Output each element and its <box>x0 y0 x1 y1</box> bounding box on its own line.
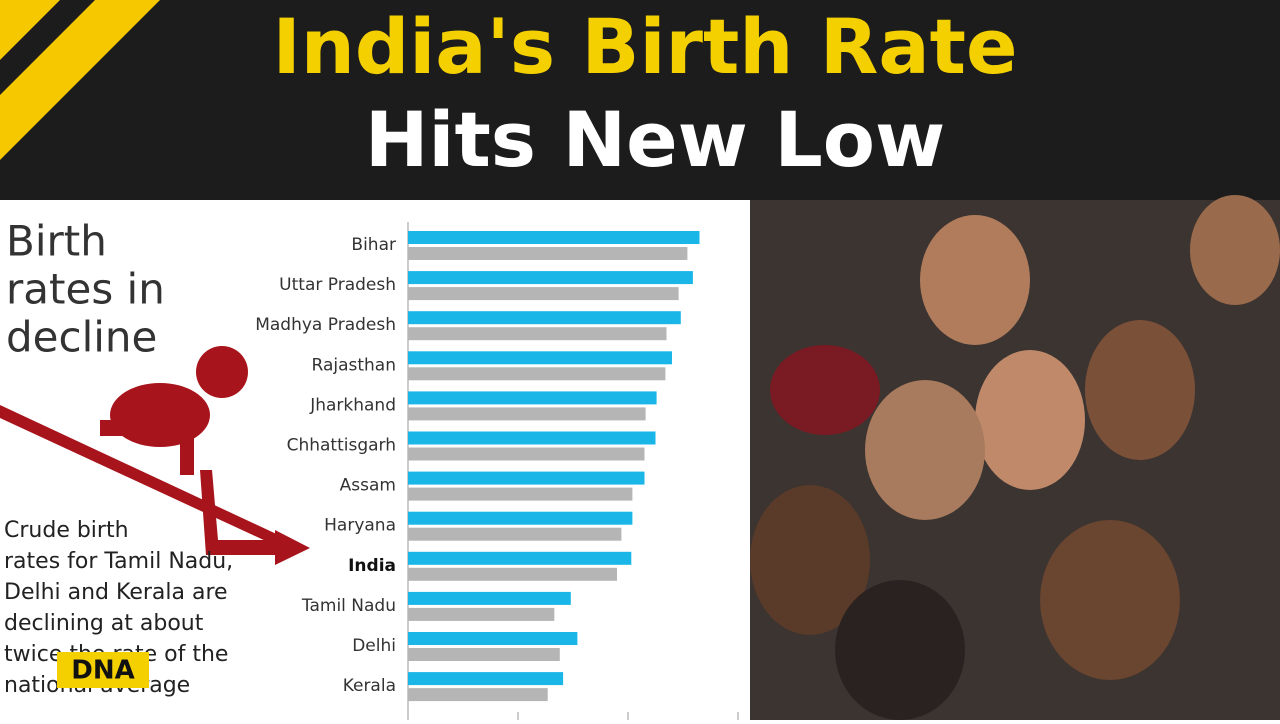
category-label: Kerala <box>343 676 396 696</box>
bar <box>408 327 667 341</box>
category-label: Madhya Pradesh <box>255 315 396 335</box>
bar <box>408 391 657 405</box>
bar <box>408 231 700 244</box>
bar <box>408 527 622 541</box>
headline: India's Birth Rate <box>272 2 1017 91</box>
bar <box>408 447 645 461</box>
bar <box>408 511 633 525</box>
bar <box>408 271 693 285</box>
category-label: Chhattisgarh <box>287 436 396 456</box>
annotation: Delhi and Kerala are <box>4 580 228 605</box>
category-label: Uttar Pradesh <box>279 275 396 295</box>
chart-title: Birth <box>6 217 107 266</box>
bar <box>408 551 632 565</box>
banner <box>0 0 1280 200</box>
chart-title: rates in <box>6 265 165 314</box>
bar <box>408 688 548 702</box>
bar <box>408 311 681 325</box>
stripe <box>0 0 60 60</box>
bar <box>408 407 646 421</box>
category-label: Haryana <box>324 516 396 536</box>
category-label: Bihar <box>351 235 396 255</box>
category-label: Assam <box>340 476 396 496</box>
logo: DNA <box>71 656 134 686</box>
bar <box>408 567 617 581</box>
bar <box>408 648 560 661</box>
bar <box>408 367 666 381</box>
bar <box>408 247 688 260</box>
annotation: Crude birth <box>4 518 129 543</box>
category-label: Rajasthan <box>312 355 397 375</box>
illustration <box>0 346 310 565</box>
photo-crowd <box>750 195 1280 720</box>
bar <box>408 607 555 621</box>
chart-title: decline <box>6 313 157 362</box>
bar <box>408 471 645 485</box>
category-label: Tamil Nadu <box>301 596 396 616</box>
annotation: declining at about <box>4 611 204 636</box>
bar <box>408 672 564 686</box>
bar <box>408 351 672 365</box>
bar <box>408 632 578 645</box>
category-label: India <box>348 556 396 576</box>
category-label: Jharkhand <box>309 395 396 415</box>
bar <box>408 431 656 445</box>
stripe <box>0 0 160 160</box>
logo-box <box>57 652 149 688</box>
bar <box>408 487 633 501</box>
headline: Hits New Low <box>365 95 945 184</box>
annotation: rates for Tamil Nadu, <box>4 549 233 574</box>
bar <box>408 591 571 605</box>
category-label: Delhi <box>352 636 396 656</box>
bar <box>408 287 679 301</box>
